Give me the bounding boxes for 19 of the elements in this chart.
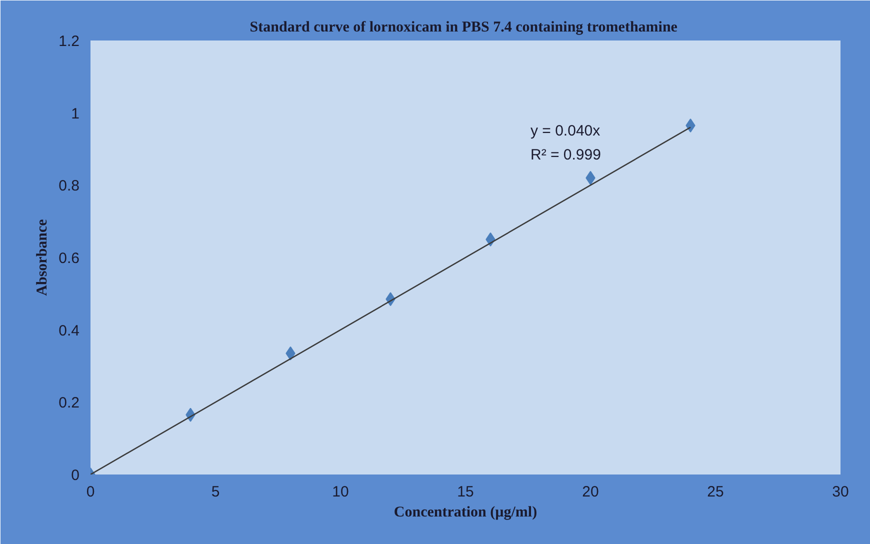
y-tick-label: 1.2 [58,33,80,50]
y-tick-label: 0.6 [58,250,80,267]
annotation: R² = 0.999 [530,146,601,164]
x-tick-label: 10 [332,484,349,500]
x-tick-label: 5 [211,484,220,500]
x-tick-label: 30 [832,484,849,500]
x-axis-title: Concentration (µg/ml) [394,504,538,520]
y-tick-label: 0.8 [58,178,80,195]
y-axis-title: Absorbance [34,218,51,296]
y-tick-label: 0.2 [58,394,80,412]
y-tick-label: 1 [71,105,80,122]
x-tick-label: 25 [707,484,724,500]
x-tick-label: 20 [582,484,599,500]
y-tick-label: 0 [71,467,80,484]
y-tick-label: 0.4 [58,322,80,340]
x-tick-label: 0 [86,484,95,500]
x-tick-label: 15 [457,484,474,500]
chart-title: Standard curve of lornoxicam in PBS 7.4 containing tromethamine [250,20,678,36]
annotation: y = 0.040x [530,122,601,140]
